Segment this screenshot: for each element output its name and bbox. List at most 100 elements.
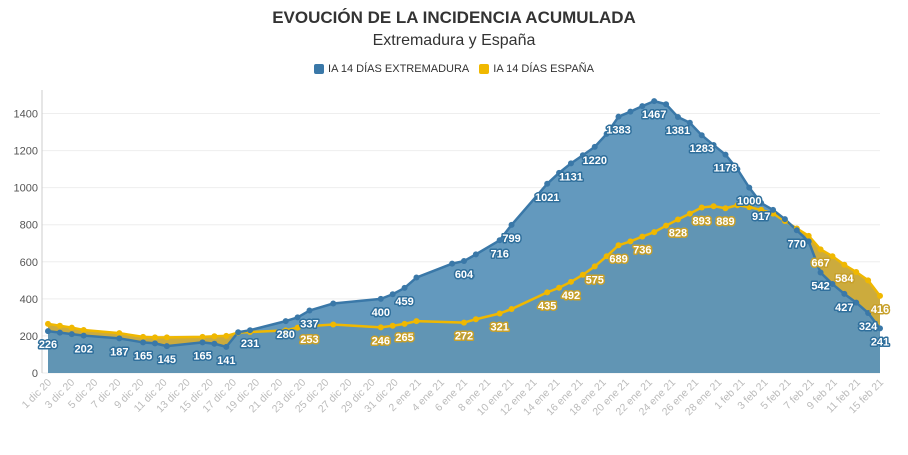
point-extremadura bbox=[579, 152, 586, 159]
point-espana bbox=[401, 320, 408, 327]
point-extremadura bbox=[496, 237, 503, 244]
point-extremadura bbox=[544, 180, 551, 187]
legend-item-extremadura[interactable]: IA 14 DÍAS EXTREMADURA bbox=[314, 63, 469, 75]
point-espana bbox=[211, 333, 218, 340]
point-extremadura bbox=[163, 343, 170, 350]
point-extremadura bbox=[686, 119, 693, 126]
y-tick-label: 1200 bbox=[14, 146, 38, 158]
data-label-extremadura: 770 bbox=[788, 238, 806, 250]
point-espana bbox=[674, 216, 681, 223]
data-label-extremadura: 241 bbox=[871, 336, 889, 348]
point-extremadura bbox=[817, 269, 824, 276]
point-espana bbox=[805, 232, 812, 239]
point-extremadura bbox=[508, 221, 515, 228]
point-extremadura bbox=[746, 184, 753, 191]
y-tick-label: 1000 bbox=[14, 183, 38, 195]
data-label-extremadura: 604 bbox=[455, 269, 474, 281]
point-extremadura bbox=[116, 335, 123, 342]
point-extremadura bbox=[223, 343, 230, 350]
data-label-espana: 246 bbox=[372, 335, 390, 347]
legend-label-espana: IA 14 DÍAS ESPAÑA bbox=[493, 63, 594, 75]
point-espana bbox=[603, 253, 610, 260]
data-label-espana: 321 bbox=[490, 322, 508, 334]
point-extremadura bbox=[805, 238, 812, 245]
chart-title: EVOUCIÓN DE LA INCIDENCIA ACUMULADA bbox=[272, 8, 636, 27]
point-espana bbox=[663, 222, 670, 229]
point-espana bbox=[330, 321, 337, 328]
y-tick-label: 800 bbox=[20, 220, 38, 232]
data-label-extremadura: 1220 bbox=[583, 155, 607, 167]
point-espana bbox=[722, 205, 729, 212]
point-extremadura bbox=[877, 325, 883, 332]
data-label-extremadura: 716 bbox=[490, 248, 508, 260]
data-label-extremadura: 1131 bbox=[559, 171, 583, 183]
data-label-extremadura: 165 bbox=[193, 350, 211, 362]
point-extremadura bbox=[674, 114, 681, 121]
point-extremadura bbox=[556, 169, 563, 176]
data-label-extremadura: 799 bbox=[502, 233, 520, 245]
point-espana bbox=[746, 204, 753, 211]
data-label-espana: 435 bbox=[538, 300, 556, 312]
point-extremadura bbox=[781, 216, 788, 223]
point-extremadura bbox=[472, 251, 479, 258]
point-extremadura bbox=[56, 329, 63, 336]
legend: IA 14 DÍAS EXTREMADURA IA 14 DÍAS ESPAÑA bbox=[0, 63, 908, 75]
point-extremadura bbox=[758, 200, 765, 207]
data-label-extremadura: 400 bbox=[372, 307, 390, 319]
point-espana bbox=[853, 268, 860, 275]
point-extremadura bbox=[865, 309, 872, 316]
data-label-espana: 736 bbox=[633, 245, 651, 257]
point-espana bbox=[116, 330, 123, 337]
point-espana bbox=[758, 206, 765, 213]
data-label-espana: 575 bbox=[586, 274, 604, 286]
point-espana bbox=[579, 271, 586, 278]
data-label-espana: 667 bbox=[811, 257, 829, 269]
data-label-extremadura: 427 bbox=[835, 302, 853, 314]
point-espana bbox=[56, 322, 63, 329]
point-extremadura bbox=[377, 295, 384, 302]
data-label-extremadura: 542 bbox=[811, 281, 829, 293]
point-espana bbox=[817, 246, 824, 253]
data-label-extremadura: 324 bbox=[859, 321, 878, 333]
point-espana bbox=[294, 324, 301, 331]
data-label-espana: 828 bbox=[669, 228, 687, 240]
point-espana bbox=[841, 261, 848, 268]
point-extremadura bbox=[734, 166, 741, 173]
point-extremadura bbox=[461, 258, 467, 265]
data-label-espana: 272 bbox=[455, 331, 473, 343]
point-extremadura bbox=[770, 206, 777, 213]
point-extremadura bbox=[710, 142, 717, 149]
point-extremadura bbox=[151, 340, 158, 347]
data-label-extremadura: 1383 bbox=[606, 125, 630, 137]
point-espana bbox=[68, 324, 75, 331]
area-extremadura bbox=[48, 101, 880, 373]
data-label-extremadura: 1021 bbox=[535, 192, 559, 204]
point-espana bbox=[639, 233, 646, 240]
point-extremadura bbox=[330, 300, 337, 307]
point-espana bbox=[591, 263, 598, 270]
point-espana bbox=[306, 323, 313, 330]
data-label-extremadura: 1467 bbox=[642, 109, 666, 121]
point-extremadura bbox=[45, 328, 51, 335]
point-espana bbox=[556, 284, 563, 291]
point-espana bbox=[829, 253, 836, 260]
point-espana bbox=[45, 320, 51, 327]
point-extremadura bbox=[615, 113, 622, 120]
point-extremadura bbox=[247, 327, 254, 334]
point-extremadura bbox=[199, 339, 206, 346]
point-espana bbox=[567, 278, 574, 285]
data-label-extremadura: 280 bbox=[277, 329, 295, 341]
point-espana bbox=[389, 322, 396, 329]
point-extremadura bbox=[389, 291, 396, 298]
y-tick-label: 200 bbox=[20, 331, 38, 343]
point-extremadura bbox=[663, 101, 670, 108]
point-extremadura bbox=[591, 143, 598, 150]
point-extremadura bbox=[698, 132, 705, 139]
point-espana bbox=[627, 238, 634, 245]
point-extremadura bbox=[449, 260, 456, 267]
legend-item-espana[interactable]: IA 14 DÍAS ESPAÑA bbox=[479, 63, 594, 75]
point-espana bbox=[686, 210, 693, 217]
data-label-extremadura: 1000 bbox=[737, 196, 761, 208]
point-espana bbox=[615, 242, 622, 249]
point-espana bbox=[140, 333, 147, 340]
